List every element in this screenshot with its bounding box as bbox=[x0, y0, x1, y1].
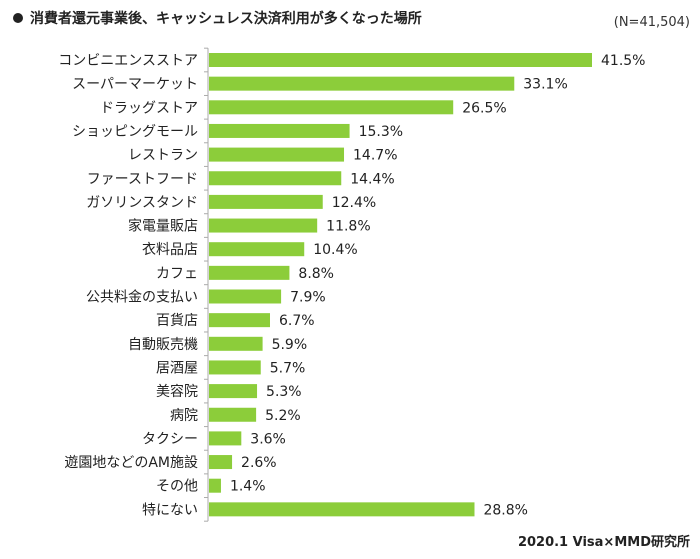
bar bbox=[209, 336, 263, 351]
bar bbox=[209, 100, 454, 115]
category-label: 遊園地などのAM施設 bbox=[64, 455, 198, 471]
category-label: ガソリンスタンド bbox=[86, 195, 198, 211]
bar bbox=[209, 76, 515, 91]
bar bbox=[209, 360, 261, 375]
value-label: 3.6% bbox=[250, 431, 286, 447]
value-label: 6.7% bbox=[279, 313, 315, 329]
bar bbox=[209, 147, 345, 162]
bar bbox=[209, 407, 257, 422]
value-label: 33.1% bbox=[523, 77, 567, 93]
category-label: カフェ bbox=[156, 266, 198, 282]
category-label: 美容院 bbox=[156, 383, 198, 400]
bar bbox=[209, 53, 592, 67]
category-label: レストラン bbox=[128, 148, 198, 164]
category-label: ドラッグストア bbox=[100, 100, 198, 116]
bar bbox=[209, 455, 233, 470]
category-label: その他 bbox=[156, 479, 198, 495]
value-label: 11.8% bbox=[326, 219, 370, 235]
bar bbox=[209, 218, 318, 233]
category-label: ショッピングモール bbox=[72, 124, 198, 140]
value-label: 7.9% bbox=[290, 290, 326, 306]
bar bbox=[209, 431, 242, 446]
category-label: 特にない bbox=[142, 502, 198, 518]
value-label: 8.8% bbox=[298, 266, 334, 282]
value-label: 1.4% bbox=[230, 479, 266, 495]
value-label: 2.6% bbox=[241, 455, 277, 471]
category-label: ファーストフード bbox=[87, 171, 198, 187]
bar bbox=[209, 123, 350, 138]
bar bbox=[209, 502, 475, 517]
bar bbox=[209, 289, 282, 304]
value-label: 5.3% bbox=[266, 384, 302, 400]
bar bbox=[209, 478, 221, 493]
value-label: 5.2% bbox=[265, 408, 301, 424]
value-label: 14.4% bbox=[350, 171, 394, 187]
category-label: 病院 bbox=[170, 408, 198, 424]
title-bullet-icon bbox=[13, 13, 23, 23]
value-label: 28.8% bbox=[483, 502, 527, 518]
value-label: 5.7% bbox=[270, 360, 306, 376]
category-label: 百貨店 bbox=[156, 312, 198, 329]
bar bbox=[209, 242, 305, 257]
chart-title: 消費者還元事業後、キャッシュレス決済利用が多くなった場所 bbox=[30, 10, 422, 27]
category-label: 自動販売機 bbox=[128, 337, 198, 353]
category-label: スーパーマーケット bbox=[72, 77, 198, 93]
value-label: 5.9% bbox=[272, 337, 308, 353]
bar bbox=[209, 194, 323, 209]
value-label: 14.7% bbox=[353, 148, 397, 164]
value-label: 41.5% bbox=[601, 53, 645, 69]
value-label: 10.4% bbox=[313, 242, 357, 258]
category-label: 衣料品店 bbox=[142, 242, 198, 258]
category-label: コンビニエンスストア bbox=[58, 53, 198, 69]
sample-size: (N=41,504) bbox=[614, 15, 690, 30]
value-label: 26.5% bbox=[462, 100, 506, 116]
category-label: タクシー bbox=[142, 431, 198, 447]
value-label: 12.4% bbox=[332, 195, 376, 211]
category-label: 公共料金の支払い bbox=[86, 290, 198, 306]
bar bbox=[209, 171, 342, 186]
source-note: 2020.1 Visa×MMD研究所 bbox=[518, 534, 690, 550]
category-label: 家電量販店 bbox=[128, 218, 198, 235]
bar bbox=[209, 265, 290, 280]
category-label: 居酒屋 bbox=[156, 360, 198, 376]
value-label: 15.3% bbox=[359, 124, 403, 140]
bar bbox=[209, 384, 258, 399]
bar bbox=[209, 313, 270, 328]
